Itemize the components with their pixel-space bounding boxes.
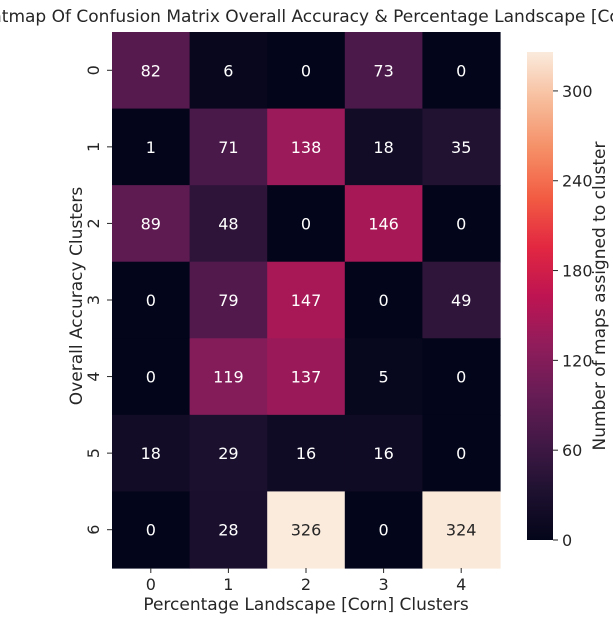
heatmap-cell <box>422 338 501 416</box>
cell-value-label: 73 <box>373 61 393 80</box>
y-tick-label: 0 <box>84 65 103 75</box>
x-tick-labels: 0 1 2 3 4 <box>146 567 466 594</box>
heatmap-cell <box>422 491 501 569</box>
heatmap-cell <box>344 414 423 493</box>
cell-value-label: 0 <box>146 368 156 387</box>
heatmap-cell <box>267 338 346 416</box>
y-tick-label: 1 <box>84 142 103 152</box>
heatmap-cell <box>267 491 346 569</box>
y-tick-label: 2 <box>84 218 103 228</box>
heatmap-cell <box>344 185 423 263</box>
cell-value-label: 16 <box>296 444 316 463</box>
cell-value-label: 147 <box>291 291 322 310</box>
cell-value-label: 18 <box>141 444 161 463</box>
cell-value-label: 49 <box>451 291 471 310</box>
cell-value-label: 89 <box>141 214 161 233</box>
heatmap-cell <box>112 108 191 186</box>
heatmap-cell <box>344 32 423 110</box>
cell-value-label: 71 <box>218 138 238 157</box>
cell-value-label: 79 <box>218 291 238 310</box>
heatmap-cell <box>189 491 268 569</box>
heatmap-cell <box>112 261 191 339</box>
x-tick-label: 4 <box>456 575 466 594</box>
cell-value-label: 0 <box>456 368 466 387</box>
colorbar-tick-label: 0 <box>562 531 572 550</box>
y-axis-label: Overall Accuracy Clusters <box>67 187 87 406</box>
heatmap-cell <box>112 414 191 493</box>
heatmap-cell <box>344 108 423 186</box>
cell-value-label: 324 <box>446 521 477 540</box>
cell-value-label: 138 <box>291 138 322 157</box>
cell-value-label: 0 <box>456 61 466 80</box>
cell-value-label: 0 <box>456 214 466 233</box>
cell-value-label: 0 <box>379 291 389 310</box>
x-axis-label: Percentage Landscape [Corn] Clusters <box>143 595 469 615</box>
y-tick-labels: 0 1 2 3 4 5 6 <box>84 65 112 535</box>
cell-value-label: 146 <box>368 214 399 233</box>
x-tick-label: 2 <box>301 575 311 594</box>
cell-value-label: 28 <box>218 521 238 540</box>
heatmap-cell <box>344 491 423 569</box>
heatmap-cell <box>189 338 268 416</box>
cell-value-label: 5 <box>379 368 389 387</box>
cell-value-label: 1 <box>146 138 156 157</box>
cell-value-label: 48 <box>218 214 238 233</box>
heatmap-cell <box>422 414 501 493</box>
heatmap-cell <box>189 108 268 186</box>
cell-value-label: 0 <box>146 291 156 310</box>
heatmap-cell <box>344 261 423 339</box>
heatmap-cell <box>267 32 346 110</box>
y-tick-label: 6 <box>84 525 103 535</box>
colorbar-tick-label: 300 <box>562 82 593 101</box>
cell-value-label: 35 <box>451 138 471 157</box>
colorbar-tick-label: 240 <box>562 172 593 191</box>
cell-value-label: 0 <box>301 61 311 80</box>
heatmap-cell <box>112 185 191 263</box>
cell-value-label: 119 <box>213 368 244 387</box>
y-tick-label: 4 <box>84 371 103 381</box>
cell-value-label: 0 <box>301 214 311 233</box>
x-tick-label: 0 <box>146 575 156 594</box>
colorbar-tick-label: 60 <box>562 441 582 460</box>
cell-value-label: 29 <box>218 444 238 463</box>
y-tick-label: 5 <box>84 448 103 458</box>
cell-value-label: 82 <box>141 61 161 80</box>
colorbar-tick-label: 180 <box>562 262 593 281</box>
cell-value-label: 0 <box>379 521 389 540</box>
heatmap-cell <box>344 338 423 416</box>
cell-value-label: 18 <box>373 138 393 157</box>
colorbar-tick-label: 120 <box>562 351 593 370</box>
x-tick-label: 3 <box>379 575 389 594</box>
heatmap-cell <box>112 32 191 110</box>
heatmap-cell <box>422 261 501 339</box>
heatmap-cell <box>112 338 191 416</box>
colorbar-label: Number of maps assigned to cluster <box>590 142 610 451</box>
colorbar-ticks: 0 60 120 180 240 300 <box>553 82 593 550</box>
heatmap-cell <box>267 108 346 186</box>
heatmap-cell <box>189 185 268 263</box>
heatmap-cells: 82 6 0 73 0 1 71 138 18 35 89 48 0 146 0 0 79 147 0 49 0 119 1… <box>112 32 501 569</box>
heatmap-cell <box>112 491 191 569</box>
heatmap-cell <box>422 185 501 263</box>
chart-title: Heatmap Of Confusion Matrix Overall Accu… <box>0 7 613 27</box>
heatmap-cell <box>422 108 501 186</box>
heatmap-cell <box>189 32 268 110</box>
cell-value-label: 137 <box>291 368 322 387</box>
cell-value-label: 326 <box>291 521 322 540</box>
y-tick-label: 3 <box>84 295 103 305</box>
cell-value-label: 16 <box>373 444 393 463</box>
heatmap-cell <box>189 414 268 493</box>
cell-value-label: 0 <box>456 444 466 463</box>
heatmap-cell <box>422 32 501 110</box>
heatmap-cell <box>267 185 346 263</box>
heatmap-cell <box>267 261 346 339</box>
heatmap-cell <box>267 414 346 493</box>
cell-value-label: 6 <box>223 61 233 80</box>
colorbar <box>527 52 553 540</box>
cell-value-label: 0 <box>146 521 156 540</box>
heatmap-cell <box>189 261 268 339</box>
x-tick-label: 1 <box>223 575 233 594</box>
